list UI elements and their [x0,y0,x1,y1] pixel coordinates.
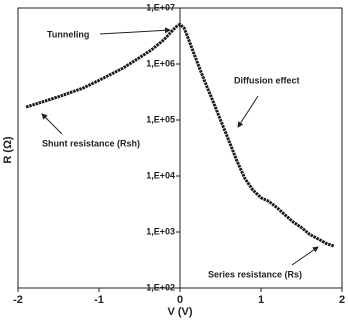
x-tick-label: -2 [13,294,23,306]
x-tick-label: 0 [177,294,183,306]
annotation: Series resistance (Rs) [208,269,302,279]
arrow [291,246,319,266]
arrow [237,95,259,128]
y-tick-label: 1,E+05 [146,114,175,124]
y-axis-label: R (Ω) [2,136,14,163]
y-tick-label: 1,E+07 [146,2,175,12]
annotation: Diffusion effect [234,75,300,85]
annotation: Shunt resistance (Rsh) [42,138,140,148]
y-tick-label: 1,E+03 [146,226,175,236]
x-axis-label: V (V) [167,306,192,318]
data-line [25,22,335,248]
x-tick-label: 1 [258,294,264,306]
x-tick-label: -1 [94,294,104,306]
annotation: Tunneling [47,29,89,39]
arrow [99,27,171,35]
x-tick-label: 2 [339,294,345,306]
y-tick-label: 1,E+06 [146,58,175,68]
y-tick-label: 1,E+04 [146,170,175,180]
arrow [41,113,63,135]
y-tick-label: 1,E+02 [146,282,175,292]
